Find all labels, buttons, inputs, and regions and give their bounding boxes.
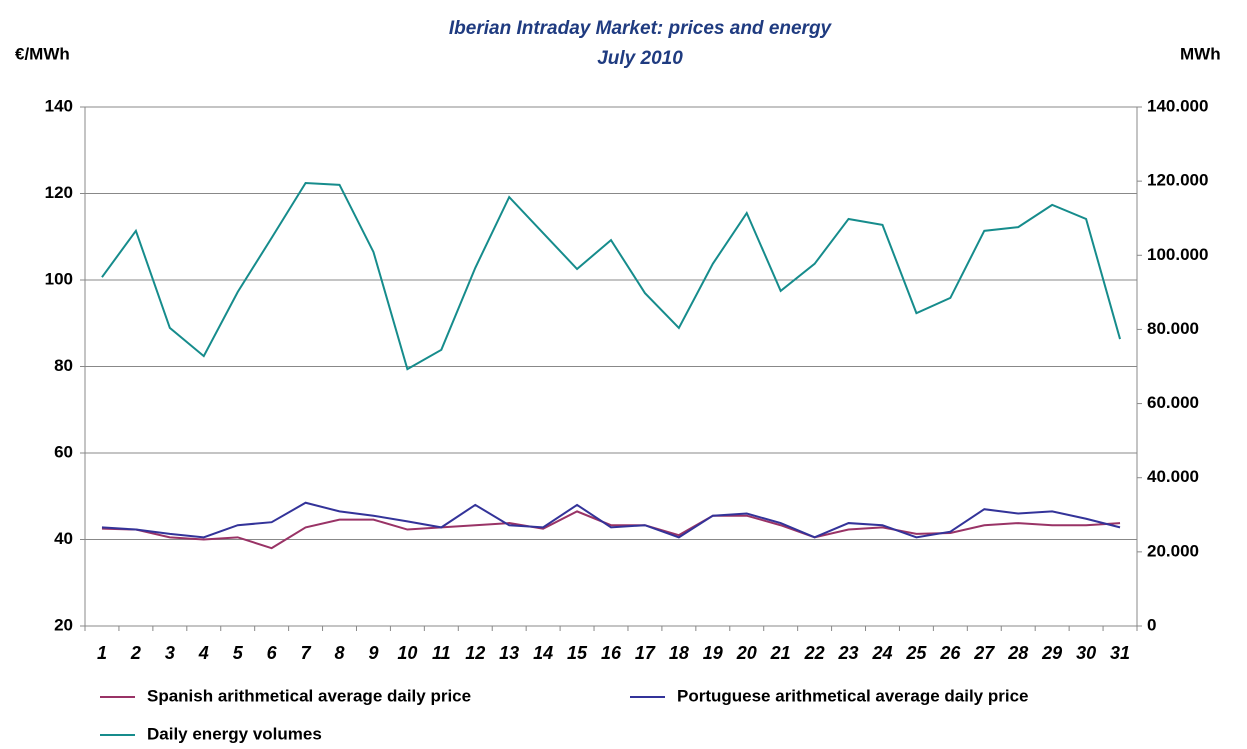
- y-tick-label: 140: [45, 96, 73, 115]
- x-tick-label: 9: [368, 643, 378, 663]
- y-tick-label: 20: [54, 615, 73, 634]
- x-tick-label: 25: [905, 643, 927, 663]
- x-tick-label: 16: [601, 643, 622, 663]
- x-tick-label: 20: [736, 643, 757, 663]
- y2-axis-label: MWh: [1180, 44, 1221, 63]
- x-tick-label: 21: [770, 643, 791, 663]
- x-tick-label: 12: [465, 643, 485, 663]
- y2-tick-label: 20.000: [1147, 541, 1199, 560]
- legend-label: Portuguese arithmetical average daily pr…: [677, 686, 1028, 705]
- x-tick-label: 13: [499, 643, 519, 663]
- x-tick-label: 18: [669, 643, 689, 663]
- chart-subtitle: July 2010: [597, 48, 683, 69]
- y2-tick-label: 40.000: [1147, 467, 1199, 486]
- x-tick-label: 5: [233, 643, 244, 663]
- chart-title: Iberian Intraday Market: prices and ener…: [449, 18, 833, 39]
- y2-tick-label: 0: [1147, 615, 1156, 634]
- x-tick-label: 31: [1110, 643, 1130, 663]
- x-tick-label: 3: [165, 643, 175, 663]
- x-tick-label: 27: [973, 643, 995, 663]
- x-tick-label: 29: [1041, 643, 1062, 663]
- y-tick-label: 60: [54, 442, 73, 461]
- x-tick-label: 28: [1007, 643, 1028, 663]
- y-tick-label: 100: [45, 269, 73, 288]
- x-tick-label: 30: [1076, 643, 1096, 663]
- x-tick-label: 7: [301, 643, 312, 663]
- x-tick-label: 11: [432, 643, 451, 663]
- x-tick-label: 17: [635, 643, 656, 663]
- line-series: [101, 501, 1121, 539]
- line-series: [101, 510, 1121, 550]
- y-tick-label: 80: [54, 356, 73, 375]
- x-tick-label: 8: [335, 643, 345, 663]
- x-tick-label: 2: [130, 643, 141, 663]
- x-tick-label: 4: [198, 643, 209, 663]
- y2-tick-label: 120.000: [1147, 171, 1208, 190]
- x-tick-label: 15: [567, 643, 588, 663]
- y-axis-label: €/MWh: [15, 44, 70, 63]
- y2-tick-label: 100.000: [1147, 245, 1208, 264]
- x-tick-label: 1: [97, 643, 107, 663]
- x-tick-label: 23: [838, 643, 859, 663]
- x-tick-label: 24: [871, 643, 892, 663]
- x-tick-label: 10: [397, 643, 417, 663]
- y2-tick-label: 80.000: [1147, 319, 1199, 338]
- y-tick-label: 40: [54, 529, 73, 548]
- x-tick-label: 19: [703, 643, 723, 663]
- x-tick-label: 22: [804, 643, 825, 663]
- line-series: [101, 181, 1121, 371]
- legend-label: Daily energy volumes: [147, 724, 322, 743]
- x-tick-label: 6: [267, 643, 278, 663]
- x-tick-label: 14: [533, 643, 553, 663]
- y2-tick-label: 60.000: [1147, 393, 1199, 412]
- y2-tick-label: 140.000: [1147, 96, 1208, 115]
- x-tick-label: 26: [939, 643, 961, 663]
- y-tick-label: 120: [45, 183, 73, 202]
- legend-label: Spanish arithmetical average daily price: [147, 686, 471, 705]
